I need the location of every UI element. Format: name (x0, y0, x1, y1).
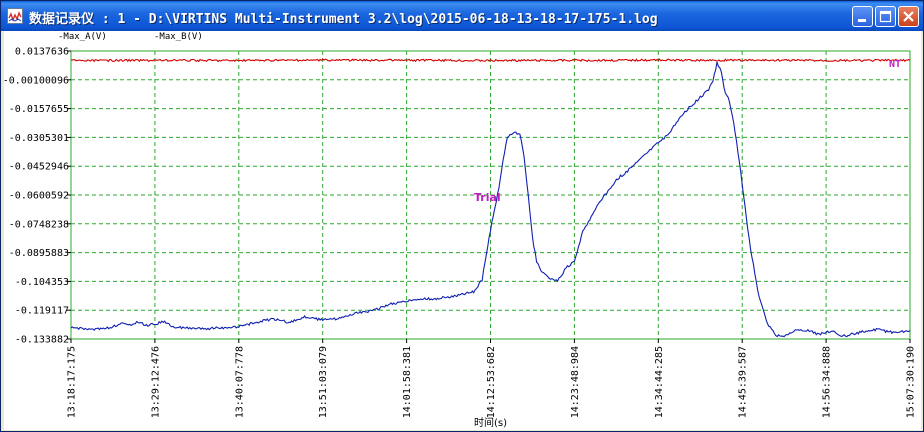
trial-annotation: Trial (474, 191, 501, 204)
y-tick-label: -0.0305301 (9, 133, 69, 144)
legend-max-b: -Max_B(V) (154, 32, 203, 42)
y-tick-label: -0.133882 (15, 335, 69, 346)
minimize-button[interactable] (852, 6, 873, 27)
x-tick-label: 13:18:17:175 (67, 346, 78, 418)
minimize-icon (858, 19, 866, 22)
x-tick-label: 14:12:53:682 (486, 346, 497, 418)
y-tick-label: -0.00100096 (4, 75, 69, 86)
x-tick-label: 14:34:44:285 (654, 346, 665, 418)
logger-chart[interactable]: 0.0137636 -0.00100096 -0.0157655 -0.0305301… (4, 31, 921, 430)
x-tick-label: 14:45:39:587 (738, 346, 749, 418)
x-axis-label: 时间(s) (474, 416, 507, 429)
close-button[interactable] (898, 6, 919, 27)
series-max-a-v-line (70, 61, 911, 338)
y-tick-label: -0.0748238 (9, 219, 69, 230)
maximize-button[interactable] (875, 6, 896, 27)
x-tick-label: 13:40:07:778 (234, 346, 245, 418)
y-tick-label: -0.119117 (15, 306, 69, 317)
window-title: 数据记录仪 : 1 - D:\VIRTINS Multi-Instrument … (29, 12, 658, 27)
y-tick-label: -0.0600592 (9, 191, 69, 202)
title-bar[interactable]: 数据记录仪 : 1 - D:\VIRTINS Multi-Instrument … (1, 1, 923, 31)
y-tick-label: -0.0452946 (9, 162, 69, 173)
x-tick-label: 13:29:12:476 (150, 346, 161, 418)
plot-area: 0.0137636 -0.00100096 -0.0157655 -0.0305301… (4, 47, 917, 419)
x-tick-label: 14:56:34:888 (822, 346, 833, 418)
x-tick-label: 15:07:30:190 (906, 346, 917, 418)
y-tick-label: 0.0137636 (15, 47, 69, 58)
legend-max-a: -Max_A(V) (58, 32, 107, 42)
y-tick-label: -0.0895883 (9, 248, 69, 259)
series-max-b-v-line (70, 58, 911, 63)
chart-area[interactable]: -Max_A(V) -Max_B(V) 0.0137636 -0.00100096… (4, 31, 921, 430)
y-tick-label: -0.104353 (15, 277, 69, 288)
app-waveform-icon[interactable] (7, 8, 23, 24)
waveform-glyph-icon (8, 11, 22, 23)
nt-annotation: NT (889, 59, 901, 70)
close-icon (903, 11, 914, 22)
y-tick-label: -0.0157655 (9, 104, 69, 115)
x-tick-label: 13:51:03:079 (318, 346, 329, 418)
x-tick-label: 14:23:48:984 (570, 346, 581, 418)
x-tick-label: 14:01:58:381 (402, 346, 413, 418)
maximize-icon (879, 10, 892, 23)
